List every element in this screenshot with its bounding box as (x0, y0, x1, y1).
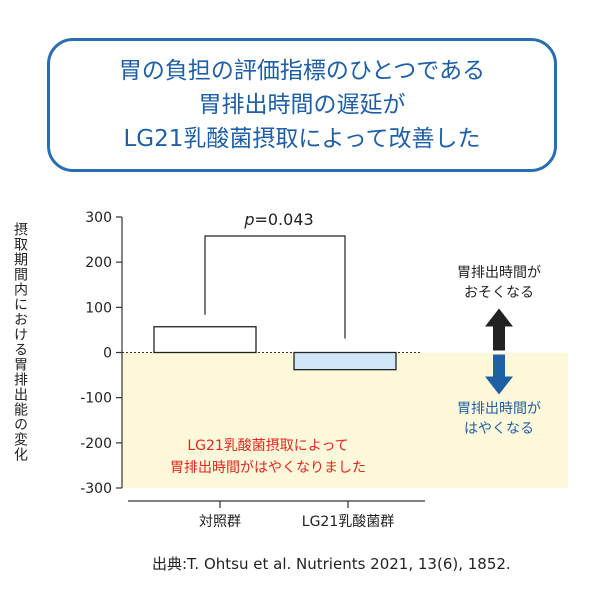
title-line-3: LG21乳酸菌摂取によって改善した (123, 126, 481, 152)
y-tick-label: 200 (85, 255, 112, 271)
y-tick-label: -200 (80, 436, 112, 452)
source-citation: 出典:T. Ohtsu et al. Nutrients 2021, 13(6)… (152, 555, 511, 573)
y-axis-label: 摂取期間内における胃排出能の変化 (12, 222, 28, 462)
significance-bracket (204, 235, 346, 339)
y-tick-label: -100 (80, 391, 112, 407)
x-tick-labels: 対照群 LG21乳酸菌群 (199, 501, 394, 530)
y-ticks: 300 200 100 0 -100 -200 -300 (80, 210, 122, 497)
arrow-down-icon (485, 354, 513, 395)
title-box: 胃の負担の評価指標のひとつである 胃排出時間の遅延が LG21乳酸菌摂取によって… (47, 38, 557, 172)
arrow-up-icon (485, 308, 513, 351)
arrow-down-label-line: はやくなる (464, 421, 534, 437)
note-line: 胃排出時間がはやくなりました (170, 460, 366, 476)
y-tick-label: 100 (85, 300, 112, 316)
arrow-down-label-line: 胃排出時間が (457, 401, 541, 417)
title-line-2: 胃排出時間の遅延が (198, 92, 406, 118)
bars (153, 326, 397, 371)
p-value-label: p=0.043 (243, 210, 313, 229)
arrow-up-shape (485, 308, 513, 351)
bar (293, 351, 397, 371)
x-tick-label: LG21乳酸菌群 (302, 514, 394, 530)
x-tick-label: 対照群 (199, 514, 241, 530)
arrow-down-shape (485, 354, 513, 395)
title-line-1: 胃の負担の評価指標のひとつである (118, 58, 486, 84)
y-tick-label: -300 (80, 481, 112, 497)
y-tick-label: 0 (103, 346, 112, 362)
bar (153, 326, 257, 354)
arrow-up-label-line: 胃排出時間が (457, 265, 541, 281)
note-line: LG21乳酸菌摂取によって (187, 438, 348, 454)
arrow-up-label-line: おそくなる (464, 285, 534, 301)
y-tick-label: 300 (85, 210, 112, 226)
